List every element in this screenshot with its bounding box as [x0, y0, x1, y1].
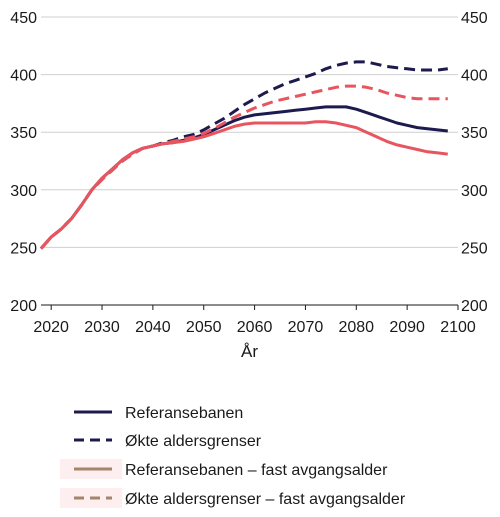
x-tick-label: 2080: [338, 319, 374, 336]
x-tick-label: 2090: [389, 319, 425, 336]
x-axis-title: År: [241, 342, 258, 361]
y-tick-label-left: 400: [10, 68, 37, 85]
x-tick-label: 2020: [33, 319, 69, 336]
x-tick-label: 2030: [84, 319, 120, 336]
legend-label-3: Referansebanen – fast avgangsalder: [125, 462, 388, 479]
legend-label-2: Økte aldersgrenser: [125, 433, 262, 450]
x-tick-label: 2040: [135, 319, 171, 336]
legend-label-4: Økte aldersgrenser – fast avgangsalder: [125, 491, 406, 508]
x-tick-label: 2060: [237, 319, 273, 336]
tick-labels: 200 200 250 250 300 300 350 350 400 400 450 450 2020…: [10, 10, 488, 336]
y-tick-label-right: 300: [461, 183, 488, 200]
y-tick-label-left: 200: [10, 298, 37, 315]
y-tick-label-left: 450: [10, 10, 37, 27]
y-tick-label-left: 250: [10, 240, 37, 257]
y-tick-label-right: 200: [461, 298, 488, 315]
series-line-3: [39, 120, 448, 250]
y-tick-label-left: 350: [10, 125, 37, 142]
x-tick-label: 2050: [186, 319, 222, 336]
gridlines: [41, 16, 458, 306]
x-tick-label: 2070: [288, 319, 324, 336]
legend-label-1: Referansebanen: [125, 405, 243, 422]
legend: Referansebanen Økte aldersgrenser Referans…: [60, 405, 406, 508]
series-line-4: [39, 84, 448, 250]
x-tick-label: 2100: [440, 319, 476, 336]
y-tick-label-left: 300: [10, 183, 37, 200]
y-tick-label-right: 400: [461, 68, 488, 85]
y-tick-label-right: 450: [461, 10, 488, 27]
series-lines: [39, 60, 448, 250]
y-tick-label-right: 250: [461, 240, 488, 257]
series-line-2: [39, 60, 448, 250]
y-tick-label-right: 350: [461, 125, 488, 142]
